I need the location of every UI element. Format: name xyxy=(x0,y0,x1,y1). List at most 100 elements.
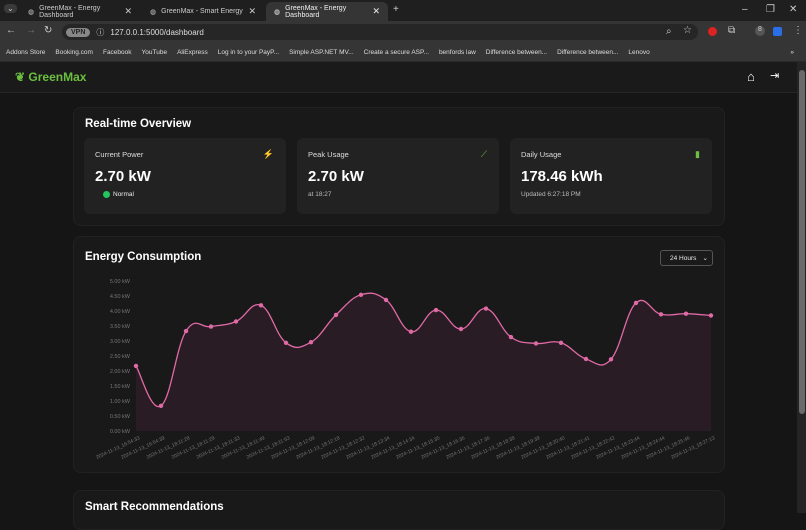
data-point xyxy=(433,307,439,313)
select-value: 24 Hours xyxy=(670,254,697,262)
bookmark[interactable]: Create a secure ASP... xyxy=(363,48,429,56)
scrollbar-thumb[interactable] xyxy=(799,70,805,414)
daily-usage-card: Daily Usage ▮ 178.46 kWh Updated 6:27:18… xyxy=(510,138,712,214)
back-icon[interactable]: ← xyxy=(6,25,16,36)
menu-icon[interactable]: ⋮ xyxy=(793,25,803,36)
bolt-icon: ⚡ xyxy=(262,149,274,159)
logo-text: GreenMax xyxy=(28,70,87,84)
y-tick-label: 4.50 kW xyxy=(110,294,131,300)
profile-avatar[interactable]: 8 xyxy=(755,26,765,36)
reload-icon[interactable]: ↻ xyxy=(44,25,53,36)
y-tick-label: 0.50 kW xyxy=(110,414,131,420)
bookmark[interactable]: benfords law xyxy=(438,48,476,56)
close-tab-icon[interactable]: ✕ xyxy=(124,6,132,16)
card-value: 2.70 kW xyxy=(95,168,151,185)
energy-chart: 0.00 kW 0.50 kW 1.00 kW 1.50 kW 2.00 kW 2.50 … xyxy=(95,279,716,461)
vpn-badge[interactable]: VPN xyxy=(66,27,91,37)
tab-1[interactable]: ◍ GreenMax - Smart Energy Moni ✕ xyxy=(142,2,264,21)
y-tick-label: 1.00 kW xyxy=(110,399,131,405)
data-point xyxy=(483,306,489,311)
data-point xyxy=(658,312,664,317)
status-badge: Normal xyxy=(103,191,134,198)
data-point xyxy=(333,312,339,318)
status-dot-icon xyxy=(103,191,110,198)
logout-icon[interactable]: ⇥ xyxy=(770,70,780,82)
y-tick-label: 2.50 kW xyxy=(110,354,131,360)
y-tick-label: 3.50 kW xyxy=(110,324,131,330)
y-tick-label: 3.00 kW xyxy=(110,339,131,345)
chart-line-icon: ⟋ xyxy=(480,149,487,159)
site-info-icon[interactable]: ⓘ xyxy=(96,27,105,37)
extension-icon[interactable] xyxy=(708,27,717,36)
data-point xyxy=(383,297,389,303)
tab-bar: ⌄ ◍ GreenMax - Energy Dashboard ✕ ◍ GreenMa… xyxy=(0,0,806,21)
tab-0[interactable]: ◍ GreenMax - Energy Dashboard ✕ xyxy=(20,2,140,21)
zoom-icon[interactable]: ⌕ xyxy=(666,26,672,37)
bookmark[interactable]: AliExpress xyxy=(177,48,208,56)
bookmark[interactable]: Facebook xyxy=(102,48,132,56)
bookmark[interactable]: Addons Store xyxy=(6,48,46,56)
data-point xyxy=(683,311,689,316)
data-point xyxy=(258,303,264,308)
tab-label: GreenMax - Smart Energy Moni xyxy=(161,8,243,15)
recommendations-section: Smart Recommendations xyxy=(73,490,725,530)
y-tick-label: 5.00 kW xyxy=(110,279,131,285)
chevron-down-icon: ⌄ xyxy=(702,255,708,262)
data-point xyxy=(608,357,614,362)
vpn-extension-icon[interactable] xyxy=(773,27,782,36)
data-point xyxy=(183,328,189,334)
section-title: Real-time Overview xyxy=(85,118,192,130)
globe-icon: ◍ xyxy=(150,8,157,16)
bookmark-star-icon[interactable]: ☆ xyxy=(683,25,692,36)
card-subtext: at 18:27 xyxy=(308,191,332,198)
data-point xyxy=(308,340,314,345)
y-tick-label: 4.00 kW xyxy=(110,309,131,315)
bookmark[interactable]: Log in to your PayP... xyxy=(217,48,280,56)
address-bar-row: ← → ↻ VPN ⓘ 127.0.0.1:5000/dashboard ⌕ ☆ ⧉… xyxy=(0,21,806,43)
data-point xyxy=(208,324,214,329)
y-tick-label: 0.00 kW xyxy=(110,429,131,435)
globe-icon: ◍ xyxy=(274,8,281,16)
bookmark-folder[interactable]: Lenovo xyxy=(628,48,650,56)
new-tab-icon[interactable]: + xyxy=(393,4,399,15)
tab-search-button[interactable]: ⌄ xyxy=(4,4,17,13)
restore-icon[interactable]: ❐ xyxy=(766,4,775,15)
data-point xyxy=(133,363,139,369)
time-range-select[interactable]: 24 Hours ⌄ xyxy=(660,250,713,266)
data-point xyxy=(633,300,639,306)
data-point xyxy=(358,292,364,297)
battery-icon: ▮ xyxy=(695,149,700,159)
bookmark[interactable]: YouTube xyxy=(141,48,168,56)
current-power-card: Current Power ⚡ 2.70 kW Normal xyxy=(84,138,286,214)
card-value: 178.46 kWh xyxy=(521,168,603,185)
close-tab-icon[interactable]: ✕ xyxy=(372,6,380,16)
section-title: Energy Consumption xyxy=(85,251,202,263)
peak-usage-card: Peak Usage ⟋ 2.70 kW at 18:27 xyxy=(297,138,499,214)
close-tab-icon[interactable]: ✕ xyxy=(248,6,256,16)
y-tick-label: 1.50 kW xyxy=(110,384,131,390)
section-title: Smart Recommendations xyxy=(85,501,224,513)
logo[interactable]: ❦ GreenMax xyxy=(15,70,86,84)
forward-icon[interactable]: → xyxy=(26,25,36,36)
chart-line xyxy=(135,292,712,408)
minimize-icon[interactable]: – xyxy=(742,4,748,15)
data-point xyxy=(583,356,589,362)
tab-2[interactable]: ◍ GreenMax - Energy Dashboard ✕ xyxy=(266,2,388,21)
url-field[interactable]: VPN ⓘ 127.0.0.1:5000/dashboard xyxy=(62,24,698,40)
y-tick-label: 2.00 kW xyxy=(110,369,131,375)
overview-section: Real-time Overview Current Power ⚡ 2.70 … xyxy=(73,107,725,226)
bookmark[interactable]: Difference between... xyxy=(557,48,619,56)
url-text: 127.0.0.1:5000/dashboard xyxy=(110,27,204,37)
tab-label: GreenMax - Energy Dashboard xyxy=(39,4,101,19)
bookmark[interactable]: Booking.com xyxy=(55,48,93,56)
extensions-puzzle-icon[interactable]: ⧉ xyxy=(728,25,736,36)
data-point xyxy=(533,341,539,346)
home-icon[interactable]: ⌂ xyxy=(747,69,755,84)
data-point xyxy=(283,340,289,345)
bookmark[interactable]: Simple ASP.NET MV... xyxy=(289,48,354,56)
card-value: 2.70 kW xyxy=(308,168,364,185)
data-point xyxy=(558,340,564,345)
more-bookmarks-icon[interactable]: » xyxy=(790,48,794,56)
bookmark[interactable]: Difference between... xyxy=(485,48,548,56)
close-window-icon[interactable]: ✕ xyxy=(789,4,798,15)
